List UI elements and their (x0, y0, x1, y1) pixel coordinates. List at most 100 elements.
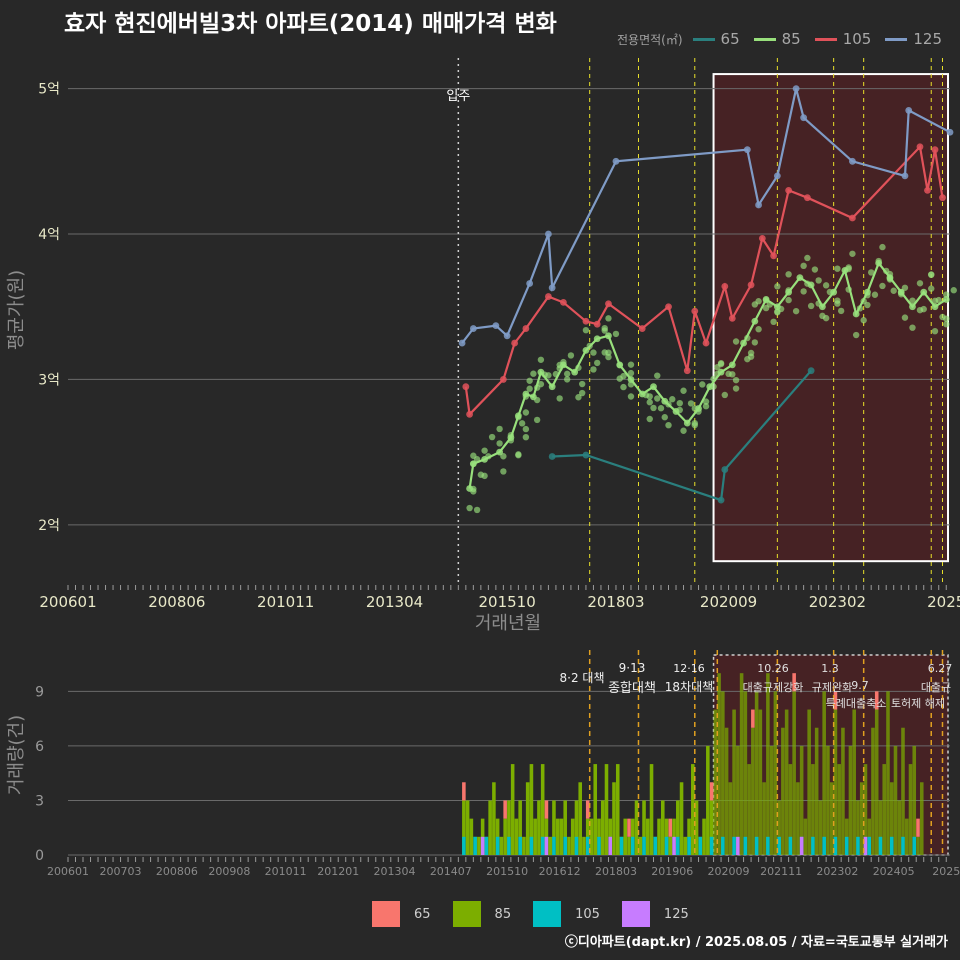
volume-bar-85 (540, 764, 545, 855)
volume-bar-85 (901, 727, 905, 855)
price-point-85 (496, 448, 504, 456)
volume-bar-85 (649, 764, 654, 855)
price-point-85 (762, 304, 770, 312)
event-date-10-26: 10.26 (757, 662, 789, 675)
volume-bar-85 (676, 800, 680, 855)
price-point-85 (563, 370, 571, 378)
price-point-65 (807, 367, 815, 375)
volume-legend: 65 85 105 125 (372, 901, 697, 927)
price-point-85 (886, 274, 894, 282)
price-point-85 (950, 287, 957, 294)
volume-y-tick-label: 0 (35, 848, 44, 864)
volume-bar-85 (769, 745, 774, 855)
volume-x-tick-label: 200601 (47, 865, 89, 878)
volume-bar-85 (856, 800, 860, 855)
volume-bar-85 (465, 800, 470, 855)
volume-x-tick-label: 201201 (317, 865, 359, 878)
price-point-85 (473, 506, 481, 514)
volume-x-tick-label: 201304 (374, 865, 416, 878)
volume-bar-105 (473, 836, 477, 855)
price-point-105 (924, 187, 931, 194)
price-point-85 (676, 399, 683, 407)
event-label-9-7: 특례대출축소 (826, 697, 887, 710)
volume-bar-85 (916, 836, 920, 855)
volume-bar-105 (788, 836, 793, 855)
volume-bar-105 (811, 836, 815, 855)
price-point-85 (890, 287, 897, 294)
price-point-85 (897, 288, 905, 296)
price-point-105 (770, 252, 777, 260)
volume-x-tick-label: 202009 (708, 865, 750, 878)
volume-bar-105 (844, 836, 849, 855)
volume-y-axis-label: 거래량(건) (6, 715, 27, 795)
price-point-85 (728, 361, 736, 369)
price-point-85 (605, 315, 612, 322)
price-point-85 (646, 399, 653, 406)
event-date-6-27: 6.27 (928, 662, 953, 675)
event-label-8-2: 8·2 대책 (560, 670, 605, 685)
price-point-65 (721, 466, 729, 473)
price-point-85 (672, 408, 680, 415)
price-point-85 (796, 274, 804, 282)
volume-bar-125 (736, 836, 740, 855)
price-point-85 (849, 250, 856, 257)
price-point-85 (785, 288, 793, 296)
volume-bar-125 (672, 836, 676, 855)
price-point-85 (740, 339, 747, 347)
price-point-85 (774, 309, 781, 316)
price-point-85 (627, 369, 635, 377)
price-point-85 (864, 301, 871, 309)
volume-bar-85 (792, 691, 796, 855)
price-point-85 (560, 361, 567, 369)
price-point-125 (526, 280, 534, 287)
volume-bar-85 (882, 764, 887, 855)
volume-bar-85 (645, 818, 650, 855)
price-point-85 (571, 368, 579, 376)
volume-bar-85 (751, 727, 755, 855)
legend-title: 전용면적(㎡) (617, 32, 683, 47)
price-point-105 (593, 320, 601, 328)
volume-bar-65 (874, 691, 879, 710)
volume-bar-65 (709, 782, 714, 801)
price-point-85 (822, 282, 830, 289)
price-point-105 (849, 214, 856, 222)
price-point-85 (646, 415, 653, 423)
price-point-85 (601, 327, 608, 334)
price-point-85 (834, 297, 841, 304)
price-point-85 (879, 243, 886, 251)
price-point-85 (481, 472, 488, 480)
price-point-85 (792, 307, 800, 315)
volume-bar-85 (889, 782, 894, 855)
price-point-105 (728, 314, 736, 322)
volume-bar-85 (559, 818, 564, 855)
volume-bar-85 (743, 691, 748, 855)
price-point-125 (612, 157, 620, 165)
volume-legend-item-105: 105 (533, 901, 600, 927)
volume-bar-65 (627, 818, 631, 837)
price-point-85 (928, 285, 935, 292)
volume-bar-85 (548, 836, 552, 855)
price-point-125 (800, 114, 808, 122)
volume-bar-85 (555, 818, 560, 855)
volume-bar-105 (889, 836, 894, 855)
volume-bar-85 (623, 818, 628, 855)
price-point-85 (785, 296, 792, 304)
price-point-85 (819, 312, 826, 320)
price-point-85 (762, 296, 770, 303)
price-point-85 (605, 332, 612, 340)
volume-bar-85 (638, 836, 643, 855)
volume-bar-105 (653, 836, 658, 855)
volume-bar-105 (574, 836, 579, 855)
volume-bar-85 (657, 818, 661, 855)
volume-bar-125 (863, 836, 868, 855)
price-point-85 (654, 372, 661, 379)
price-point-85 (515, 452, 522, 459)
price-point-85 (526, 377, 533, 384)
volume-bar-105 (642, 836, 646, 855)
volume-bar-85 (784, 709, 789, 855)
price-point-85 (466, 485, 473, 492)
volume-bar-85 (492, 782, 496, 855)
volume-bar-85 (570, 818, 575, 855)
price-point-85 (620, 383, 627, 391)
volume-bar-105 (698, 836, 703, 855)
